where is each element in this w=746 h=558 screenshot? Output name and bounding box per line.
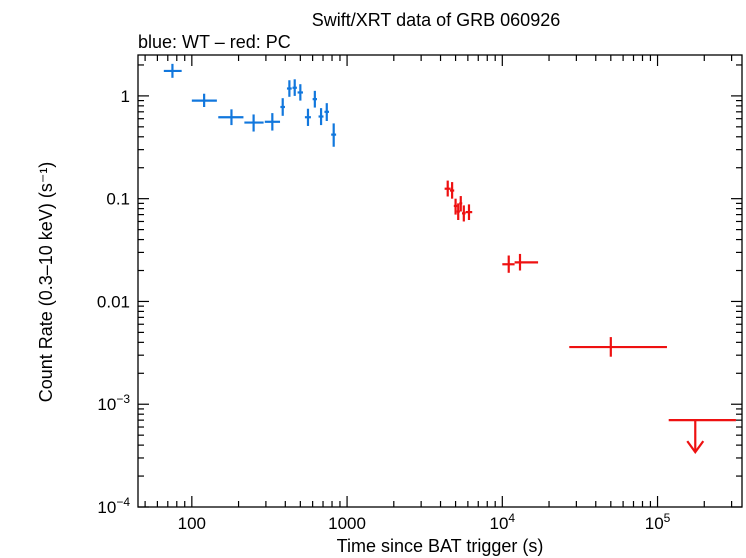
y-tick-label: 10−4 — [97, 495, 130, 517]
pc-data-point — [462, 205, 466, 222]
pc-data-point — [502, 255, 515, 273]
wt-data-point — [331, 123, 337, 147]
wt-data-point — [312, 90, 317, 108]
y-tick-labels: 1 0.1 0.01 10−3 10−4 — [97, 87, 130, 517]
wt-data-point — [318, 108, 324, 126]
pc-data-point — [668, 419, 736, 455]
y-tick-label: 1 — [121, 87, 130, 106]
pc-data-point — [444, 180, 451, 197]
pc-data-point — [569, 337, 667, 357]
plot-frame — [137, 54, 743, 508]
wt-data-point — [244, 114, 264, 132]
wt-data-point — [280, 98, 285, 116]
wt-data-point — [163, 63, 182, 78]
wt-data-point — [297, 84, 303, 101]
x-tick-label: 100 — [178, 514, 206, 533]
wt-data-point — [191, 93, 217, 107]
wt-data-point — [286, 80, 292, 97]
chart-title: Swift/XRT data of GRB 060926 — [312, 10, 560, 30]
chart-subtitle: blue: WT – red: PC — [138, 32, 291, 52]
x-tick-label: 104 — [490, 511, 516, 533]
x-tick-label: 105 — [645, 511, 671, 533]
wt-data-point — [324, 103, 330, 121]
wt-data-point — [264, 113, 281, 131]
pc-data-point — [514, 253, 539, 271]
pc-data-point — [465, 204, 473, 221]
axis-ticks — [138, 55, 742, 508]
pc-data-point — [459, 196, 463, 212]
x-tick-label: 1000 — [328, 514, 366, 533]
y-axis-label: Count Rate (0.3–10 keV) (s⁻¹) — [36, 162, 56, 403]
wt-data-point — [292, 79, 297, 96]
data-points — [163, 63, 736, 455]
wt-data-point — [304, 108, 311, 126]
y-tick-label: 10−3 — [97, 392, 130, 414]
y-tick-label: 0.1 — [106, 190, 130, 209]
x-tick-labels: 100 1000 104 105 — [178, 511, 671, 533]
pc-data-point — [449, 182, 455, 199]
x-axis-label: Time since BAT trigger (s) — [337, 536, 544, 556]
wt-data-point — [218, 109, 244, 126]
pc-data-point — [453, 198, 458, 215]
pc-data-point — [456, 203, 460, 221]
y-tick-label: 0.01 — [97, 292, 130, 311]
